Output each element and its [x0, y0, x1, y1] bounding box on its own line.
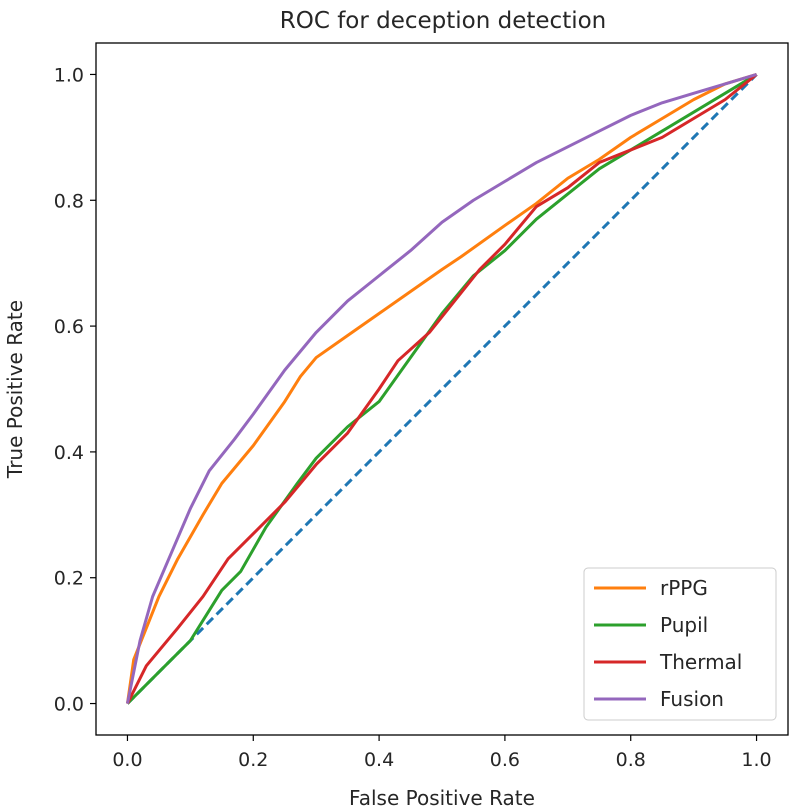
legend-label-pupil: Pupil	[660, 613, 708, 637]
x-tick-label: 0.8	[616, 749, 646, 771]
x-tick-label: 1.0	[741, 749, 771, 771]
y-tick-label: 0.8	[54, 190, 84, 212]
legend: rPPG Pupil Thermal Fusion	[583, 567, 777, 721]
series-line-reference-dashed	[126, 73, 758, 705]
legend-label-thermal: Thermal	[659, 650, 742, 674]
y-axis-label: True Positive Rate	[3, 300, 27, 479]
plot-area	[95, 42, 789, 736]
legend-label-fusion: Fusion	[660, 687, 724, 711]
y-tick-label: 0.2	[54, 568, 84, 590]
series-layer	[125, 73, 758, 705]
y-tick-label: 0.6	[54, 316, 84, 338]
x-tick-label: 0.2	[238, 749, 268, 771]
series-line-rppg	[125, 73, 757, 704]
series-line-fusion	[125, 73, 757, 704]
y-tick-label: 1.0	[54, 64, 84, 86]
x-axis-label: False Positive Rate	[349, 786, 535, 810]
x-tick-label: 0.6	[490, 749, 520, 771]
series-line-thermal	[126, 73, 758, 705]
x-tick-label: 0.0	[112, 749, 142, 771]
x-tick-label: 0.4	[364, 749, 394, 771]
chart-title: ROC for deception detection	[280, 8, 607, 34]
y-tick-label: 0.4	[54, 442, 84, 464]
y-tick-label: 0.0	[54, 694, 84, 716]
legend-label-rppg: rPPG	[660, 576, 708, 600]
ticks-layer: 0.0 0.2 0.4 0.6 0.8 1.0 0.0 0.2 0.4 0.6 0.8 1.0	[54, 64, 772, 771]
legend-frame	[583, 567, 777, 721]
